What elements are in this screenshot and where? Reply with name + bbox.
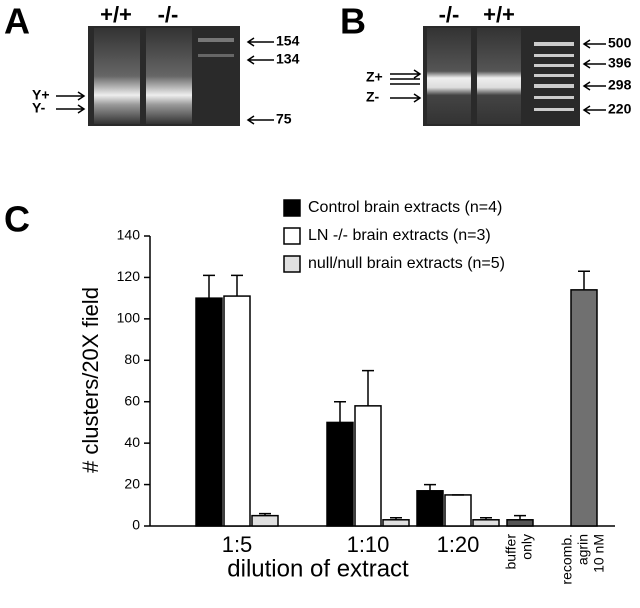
x-tick-label: only <box>519 534 535 560</box>
y-tick-label: 40 <box>124 434 140 450</box>
error-bar <box>334 400 346 423</box>
y-tick-label: 120 <box>117 268 141 284</box>
gel-lane <box>427 28 471 124</box>
error-bar <box>514 514 526 520</box>
ladder-band <box>198 54 234 57</box>
y-tick-label: 0 <box>132 517 140 533</box>
bar <box>251 514 279 527</box>
error-bar <box>203 274 215 299</box>
bar <box>570 289 598 527</box>
legend-label: null/null brain extracts (n=5) <box>308 255 505 272</box>
bar <box>195 297 223 527</box>
marker-label: 134 <box>276 51 300 67</box>
bar <box>444 494 472 527</box>
panel-label: B <box>340 1 366 42</box>
x-tick-label: agrin <box>575 534 591 565</box>
arrows <box>390 69 422 103</box>
legend-swatch <box>283 227 301 245</box>
y-tick-label: 140 <box>117 227 141 243</box>
error-bar <box>578 270 590 290</box>
y-tick-label: 20 <box>124 475 140 491</box>
lane-label: -/- <box>158 2 179 27</box>
marker-label: 298 <box>608 77 632 93</box>
error-bar <box>362 369 374 406</box>
error-bar <box>424 483 436 491</box>
legend-label: LN -/- brain extracts (n=3) <box>308 227 491 244</box>
panel-label: A <box>4 1 30 42</box>
panel-label: C <box>4 199 30 240</box>
bar <box>506 519 534 527</box>
band-label: Z+ <box>366 69 383 85</box>
band-label: Y+ <box>32 87 50 103</box>
bar <box>223 295 251 527</box>
x-tick-label: 1:5 <box>222 532 253 557</box>
y-tick-label: 60 <box>124 392 140 408</box>
marker-label: 154 <box>276 33 300 49</box>
bar <box>326 421 354 527</box>
lane-label: +/+ <box>483 2 515 27</box>
x-axis-label: dilution of extract <box>227 555 409 582</box>
bar <box>382 519 410 527</box>
x-tick-label: 1:20 <box>437 532 480 557</box>
lane-label: +/+ <box>100 2 132 27</box>
bar <box>416 490 444 527</box>
gel-lane <box>477 28 521 124</box>
gel-lane <box>146 28 192 124</box>
arrows <box>246 37 274 125</box>
error-bar <box>231 274 243 297</box>
arrows <box>582 39 606 115</box>
x-tick-label: buffer <box>503 534 519 570</box>
marker-label: 396 <box>608 55 632 71</box>
marker-label: 220 <box>608 101 632 117</box>
bar <box>354 405 382 527</box>
marker-label: 500 <box>608 35 632 51</box>
legend-swatch <box>283 255 301 273</box>
error-bar <box>480 516 492 520</box>
y-tick-label: 100 <box>117 310 141 326</box>
marker-label: 75 <box>276 111 292 127</box>
ladder <box>534 42 574 111</box>
bar <box>472 519 500 527</box>
legend-label: Control brain extracts (n=4) <box>308 199 502 216</box>
x-tick-label: 10 nM <box>591 534 607 573</box>
band-label: Z- <box>366 89 380 105</box>
error-bar <box>390 516 402 520</box>
y-tick-label: 80 <box>124 351 140 367</box>
gel-lane <box>94 28 140 124</box>
ladder-band <box>198 38 234 42</box>
arrows <box>56 91 86 114</box>
x-tick-label: 1:10 <box>347 532 390 557</box>
x-tick-label: recomb. <box>559 534 575 585</box>
error-bar <box>259 512 271 516</box>
lane-label: -/- <box>439 2 460 27</box>
legend-swatch <box>283 199 301 217</box>
y-axis-label: # clusters/20X field <box>78 287 103 473</box>
band-label: Y- <box>32 100 46 116</box>
